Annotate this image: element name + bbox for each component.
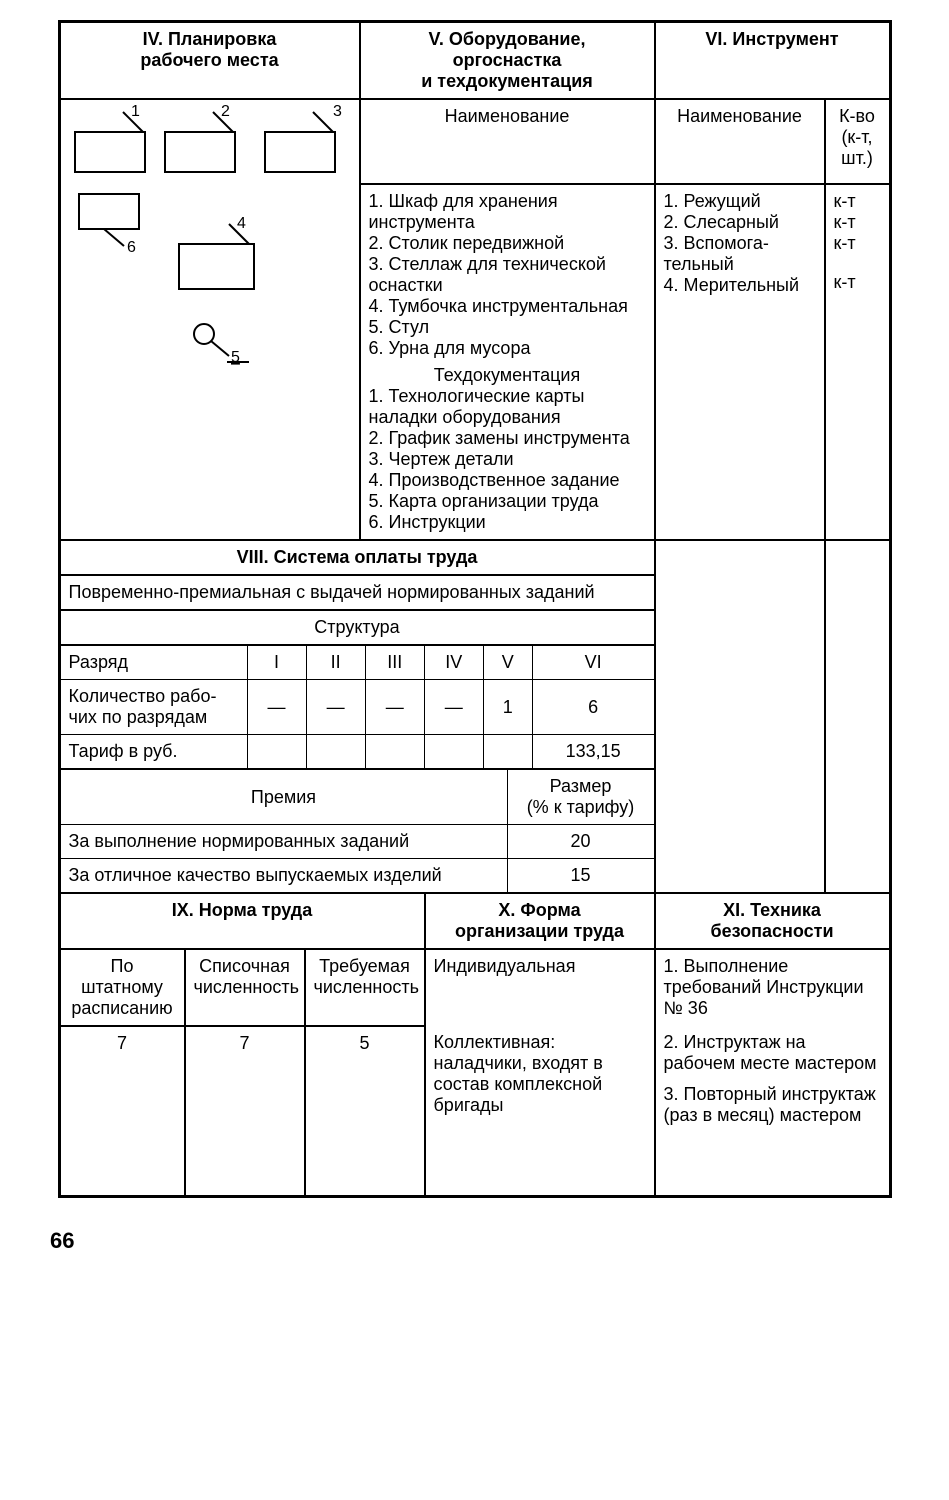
section5-title: V. Оборудование, оргоснастка и техдокуме… (360, 22, 655, 99)
doc-item: 2. График замены инструмента (369, 428, 646, 449)
xi-item: 2. Инструктаж на рабочем месте мастером (664, 1032, 881, 1074)
diagram-label-3: 3 (333, 104, 342, 120)
equipment-item: 6. Урна для мусора (369, 338, 646, 359)
equipment-item: 5. Стул (369, 317, 646, 338)
instrument-name: 1. Режущий (664, 191, 816, 212)
diagram-label-5: 5 (231, 349, 240, 366)
tariff-cell (306, 735, 365, 769)
instrument-qty: к-т (834, 272, 881, 293)
rank-cell: II (306, 646, 365, 680)
section6-qtys: к-т к-т к-т к-т (825, 184, 890, 540)
rank-cell: I (247, 646, 306, 680)
section11-title: XI. Техника безопасности (655, 893, 890, 949)
rank-cell: IV (424, 646, 483, 680)
count-label: Количество рабо­чих по разрядам (60, 680, 247, 735)
section6-qty-header: К-во (к-т, шт.) (825, 99, 890, 184)
ix-v1: 7 (60, 1026, 185, 1196)
equipment-item: 4. Тумбочка инструментальная (369, 296, 646, 317)
diagram-label-2: 2 (221, 104, 230, 120)
x-individual: Индивидуальная (425, 949, 655, 1026)
section8-subtitle: Повременно-премиальная с выдачей нормиро… (60, 575, 655, 610)
bonus-name: За выполнение нормированных заданий (60, 825, 507, 859)
workplace-diagram-top: 1 2 3 (65, 104, 355, 184)
doc-item: 1. Технологические карты наладки оборудо… (369, 386, 646, 428)
ix-v2: 7 (185, 1026, 305, 1196)
structure-label: Структура (60, 610, 655, 645)
section5-col-header: Наименование (360, 99, 655, 184)
ix-h2: Списочная численность (185, 949, 305, 1026)
x-collective: Коллективная: наладчики, входят в состав… (425, 1026, 655, 1196)
tariff-cell (365, 735, 424, 769)
diagram-label-1: 1 (131, 104, 140, 120)
count-cell: 1 (483, 680, 532, 735)
instrument-qty: к-т (834, 233, 881, 254)
section9-title: IX. Норма труда (60, 893, 425, 949)
tariff-cell: 133,15 (532, 735, 654, 769)
xi-item: 1. Выполнение требований Инструкции № 36 (655, 949, 890, 1026)
equipment-item: 3. Стеллаж для технической оснастки (369, 254, 646, 296)
doc-header: Техдокументация (369, 365, 646, 386)
rank-cell: V (483, 646, 532, 680)
equipment-item: 1. Шкаф для хранения инструмента (369, 191, 646, 233)
rank-cell: III (365, 646, 424, 680)
section6-title: VI. Инструмент (655, 22, 890, 99)
bonus-size-label: Размер (% к тарифу) (507, 770, 654, 825)
document-table: IV. Планировка рабочего места V. Оборудо… (58, 20, 892, 1198)
page-number: 66 (50, 1228, 929, 1254)
section5-body: 1. Шкаф для хранения инструмента 2. Стол… (360, 184, 655, 540)
doc-item: 5. Карта организации труда (369, 491, 646, 512)
structure-table: Разряд I II III IV V VI Количество рабо­… (60, 645, 655, 769)
tariff-cell (247, 735, 306, 769)
instrument-name: 2. Слесарный (664, 212, 816, 233)
diagram-label-6: 6 (127, 239, 136, 256)
section6-qtys-empty (825, 540, 890, 893)
instrument-qty: к-т (834, 191, 881, 212)
bonus-table: Премия Размер (% к тарифу) За выполнение… (60, 769, 655, 893)
section8-title: VIII. Система оплаты труда (60, 540, 655, 575)
ix-h1: По штатному расписанию (60, 949, 185, 1026)
section6-names-empty (655, 540, 825, 893)
diagram-cell-top: 1 2 3 (60, 99, 360, 184)
count-cell: 6 (532, 680, 654, 735)
count-cell: — (365, 680, 424, 735)
bonus-value: 15 (507, 859, 654, 893)
tariff-cell (483, 735, 532, 769)
ix-v3: 5 (305, 1026, 425, 1196)
ix-h3: Требуемая численность (305, 949, 425, 1026)
equipment-item: 2. Столик передвижной (369, 233, 646, 254)
workplace-diagram-bottom: 6 4 5 (69, 184, 359, 384)
tariff-cell (424, 735, 483, 769)
section6-name-header: Наименование (655, 99, 825, 184)
section6-names: 1. Режущий 2. Слесарный 3. Вспомога­тель… (655, 184, 825, 540)
doc-item: 4. Производственное задание (369, 470, 646, 491)
instrument-qty: к-т (834, 212, 881, 233)
count-cell: — (306, 680, 365, 735)
xi-rest: 2. Инструктаж на рабочем месте мастером … (655, 1026, 890, 1196)
instrument-name: 3. Вспомога­тельный (664, 233, 816, 275)
doc-item: 6. Инструкции (369, 512, 646, 533)
bonus-name: За отличное качество выпускаемых изделий (60, 859, 507, 893)
bonus-value: 20 (507, 825, 654, 859)
count-cell: — (247, 680, 306, 735)
diagram-cell-bottom: 6 4 5 (60, 184, 360, 540)
diagram-label-4: 4 (237, 215, 246, 232)
section10-title: X. Форма организации труда (425, 893, 655, 949)
doc-item: 3. Чертеж детали (369, 449, 646, 470)
count-cell: — (424, 680, 483, 735)
bonus-label: Премия (60, 770, 507, 825)
xi-item: 3. Повторный инструктаж (раз в месяц) ма… (664, 1084, 881, 1126)
rank-label: Разряд (60, 646, 247, 680)
section4-title: IV. Планировка рабочего места (60, 22, 360, 99)
rank-cell: VI (532, 646, 654, 680)
tariff-label: Тариф в руб. (60, 735, 247, 769)
section8-block: VIII. Система оплаты труда Повременно-пр… (60, 540, 655, 893)
instrument-name: 4. Мерительный (664, 275, 816, 296)
